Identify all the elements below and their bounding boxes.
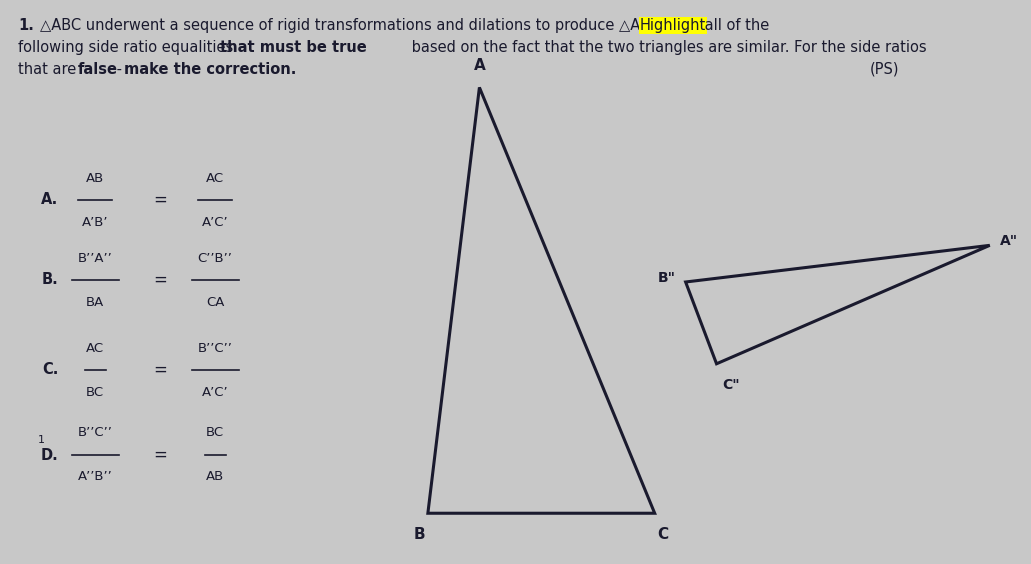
Text: AC: AC [206, 171, 224, 184]
Text: A’B’: A’B’ [81, 215, 108, 228]
Text: that must be true: that must be true [220, 40, 367, 55]
Text: B: B [414, 527, 426, 542]
Text: that are: that are [18, 62, 80, 77]
Text: AB: AB [86, 171, 104, 184]
Text: =: = [153, 361, 167, 379]
Text: =: = [153, 191, 167, 209]
Text: A: A [473, 59, 486, 73]
Text: A’C’: A’C’ [202, 386, 228, 399]
Text: 1: 1 [38, 435, 45, 445]
Text: △ABC underwent a sequence of rigid transformations and dilations to produce △A’’: △ABC underwent a sequence of rigid trans… [40, 18, 702, 33]
Text: AB: AB [206, 470, 224, 483]
Text: BA: BA [86, 296, 104, 309]
Text: -: - [112, 62, 127, 77]
Text: C: C [657, 527, 668, 542]
Text: false: false [78, 62, 118, 77]
Text: B’’C’’: B’’C’’ [198, 341, 232, 355]
Text: AC: AC [86, 341, 104, 355]
Text: following side ratio equalities: following side ratio equalities [18, 40, 238, 55]
Text: BC: BC [206, 426, 224, 439]
Text: BC: BC [86, 386, 104, 399]
Text: B’’A’’: B’’A’’ [77, 252, 112, 265]
Text: Highlight: Highlight [640, 18, 706, 33]
Text: all of the: all of the [700, 18, 769, 33]
Text: C.: C. [42, 363, 58, 377]
Text: C’’B’’: C’’B’’ [198, 252, 232, 265]
Text: 1.: 1. [18, 18, 34, 33]
Text: based on the fact that the two triangles are similar. For the side ratios: based on the fact that the two triangles… [407, 40, 927, 55]
Text: =: = [153, 271, 167, 289]
Text: A": A" [1000, 234, 1018, 248]
Text: B’’C’’: B’’C’’ [77, 426, 112, 439]
Text: CA: CA [206, 296, 224, 309]
Text: B": B" [658, 271, 675, 285]
Text: A.: A. [41, 192, 59, 208]
Text: B.: B. [41, 272, 59, 288]
Text: C": C" [723, 378, 740, 392]
Text: A’C’: A’C’ [202, 215, 228, 228]
Text: =: = [153, 446, 167, 464]
Text: make the correction.: make the correction. [124, 62, 296, 77]
Text: (PS): (PS) [870, 62, 899, 77]
Text: A’’B’’: A’’B’’ [77, 470, 112, 483]
Text: D.: D. [41, 447, 59, 462]
